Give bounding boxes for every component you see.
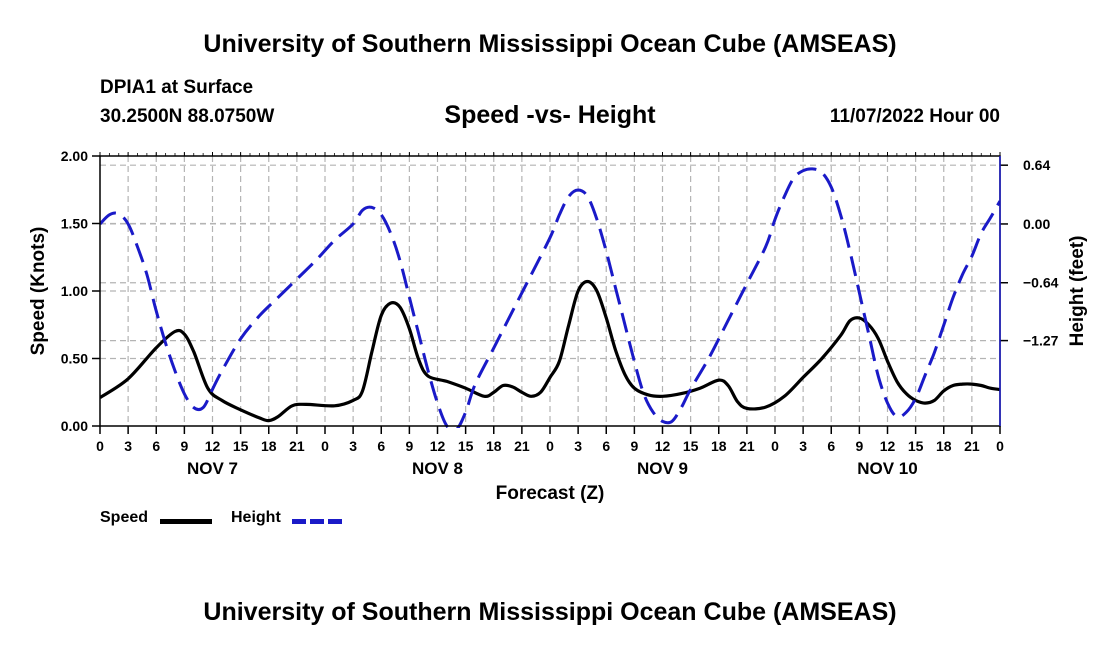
footer-title: University of Southern Mississippi Ocean… — [203, 598, 897, 626]
x-tick-label: 6 — [377, 438, 385, 454]
legend-speed-swatch — [160, 519, 212, 524]
x-tick-label: 3 — [349, 438, 357, 454]
x-tick-label: 9 — [180, 438, 188, 454]
x-tick-label: 21 — [739, 438, 755, 454]
date-label: NOV 9 — [637, 459, 688, 478]
y-tick-label: 2.00 — [61, 148, 88, 164]
x-tick-label: 18 — [486, 438, 502, 454]
x-tick-label: 21 — [289, 438, 305, 454]
x-tick-label: 18 — [711, 438, 727, 454]
x-tick-label: 0 — [996, 438, 1004, 454]
y-tick-label: 1.00 — [61, 283, 88, 299]
y-tick-label: 0.00 — [61, 418, 88, 434]
x-tick-label: 18 — [936, 438, 952, 454]
forecast-date-label: 11/07/2022 Hour 00 — [829, 106, 1000, 127]
x-tick-label: 15 — [233, 438, 249, 454]
legend-height-label: Height — [231, 509, 281, 526]
x-tick-label: 21 — [514, 438, 530, 454]
station-label: DPIA1 at Surface — [100, 77, 254, 98]
height-series-line — [100, 167, 1000, 428]
date-label: NOV 7 — [187, 459, 238, 478]
x-tick-label: 15 — [683, 438, 699, 454]
x-tick-label: 12 — [655, 438, 671, 454]
x-tick-label: 3 — [124, 438, 132, 454]
x-axis-title: Forecast (Z) — [496, 483, 605, 504]
x-tick-label: 15 — [908, 438, 924, 454]
x-tick-label: 18 — [261, 438, 277, 454]
x-tick-label: 6 — [152, 438, 160, 454]
date-label: NOV 8 — [412, 459, 463, 478]
y-axis-title: Speed (Knots) — [28, 227, 49, 356]
x-tick-label: 0 — [771, 438, 779, 454]
x-tick-label: 6 — [602, 438, 610, 454]
x-tick-label: 12 — [205, 438, 221, 454]
x-tick-label: 3 — [799, 438, 807, 454]
y-tick-label: 1.50 — [61, 216, 88, 232]
y2-tick-label: 0.64 — [1023, 157, 1050, 173]
x-tick-label: 0 — [96, 438, 104, 454]
x-tick-label: 3 — [574, 438, 582, 454]
y2-tick-label: 0.00 — [1023, 216, 1050, 232]
x-tick-label: 0 — [546, 438, 554, 454]
x-tick-label: 6 — [827, 438, 835, 454]
x-tick-label: 15 — [458, 438, 474, 454]
x-tick-label: 9 — [405, 438, 413, 454]
x-tick-label: 0 — [321, 438, 329, 454]
chart-title: University of Southern Mississippi Ocean… — [203, 30, 897, 58]
legend-speed-label: Speed — [100, 509, 149, 526]
legend-height-swatch — [292, 519, 344, 524]
chart-subtitle: Speed -vs- Height — [444, 101, 656, 129]
x-tick-label: 12 — [880, 438, 896, 454]
speed-series-line — [100, 279, 1000, 423]
x-tick-label: 21 — [964, 438, 980, 454]
y2-tick-label: −0.64 — [1023, 275, 1059, 291]
y2-axis-title: Height (feet) — [1067, 236, 1088, 347]
y2-tick-label: −1.27 — [1023, 333, 1059, 349]
coordinates-label: 30.2500N 88.0750W — [100, 106, 275, 127]
y-tick-label: 0.50 — [61, 351, 88, 367]
x-tick-label: 9 — [630, 438, 638, 454]
x-tick-label: 12 — [430, 438, 446, 454]
x-tick-label: 9 — [855, 438, 863, 454]
date-label: NOV 10 — [857, 459, 917, 478]
